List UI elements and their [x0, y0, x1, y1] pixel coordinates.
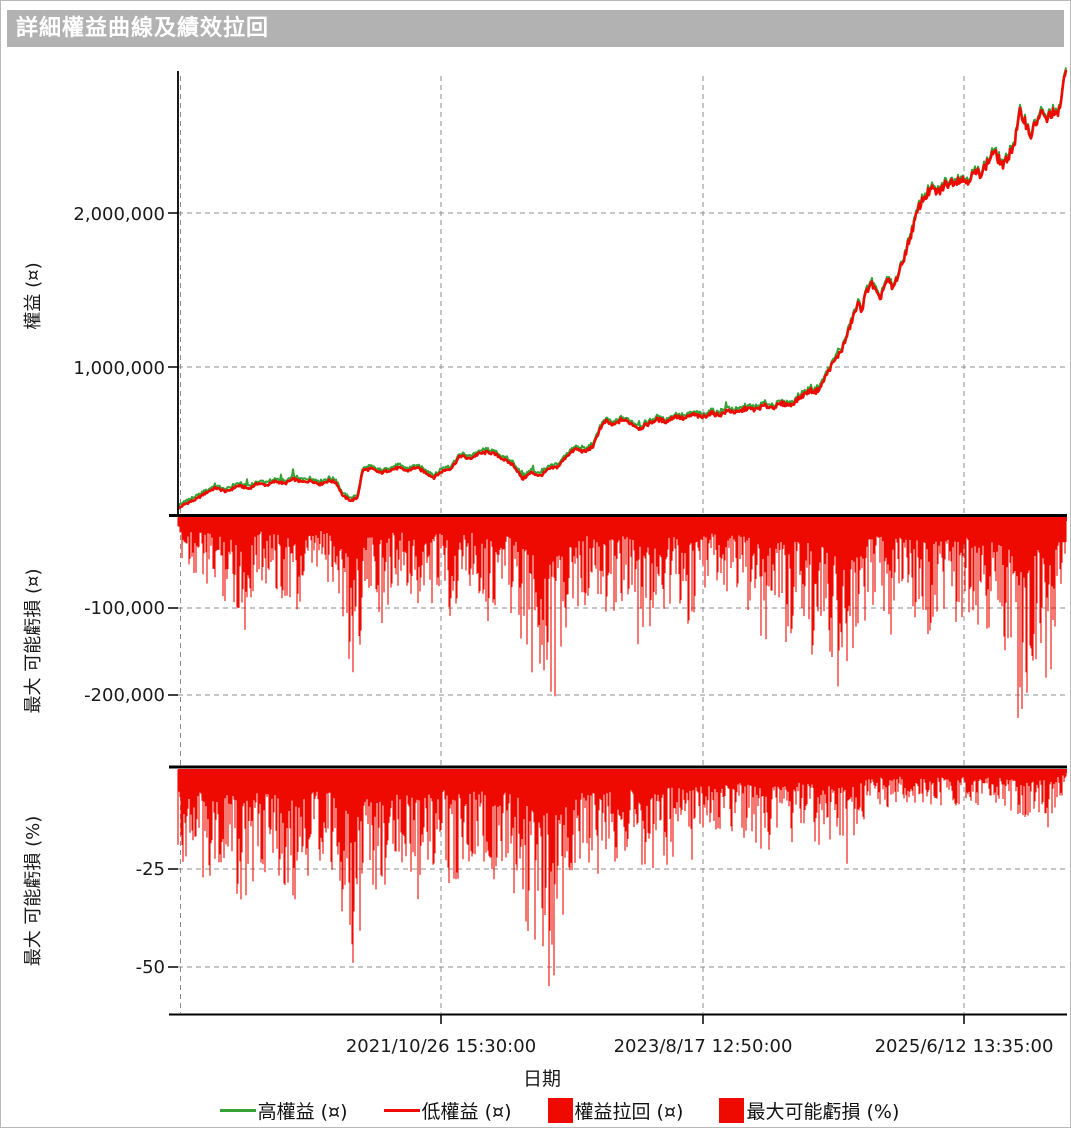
grid-lines [178, 76, 1067, 1013]
ddc-ytick-200k: -200,000 [84, 685, 165, 706]
legend-item-high-equity: 高權益 (¤) [219, 1097, 348, 1124]
legend-item-max-loss-percent: 最大可能虧損 (%) [719, 1097, 899, 1124]
high-equity-line-swatch [219, 1108, 256, 1112]
ddp-ytick-50: -50 [136, 957, 165, 978]
legend-item-low-equity: 低權益 (¤) [383, 1097, 512, 1124]
high-equity-line [177, 67, 1067, 509]
y-axis-titles: 權益 (¤) 最大 可能虧損 (¤) 最大 可能虧損 (%) [23, 262, 44, 966]
equity-curve-panel [176, 67, 1068, 510]
equity-drawdown-box-swatch [547, 1097, 573, 1123]
xtick-2023: 2023/8/17 12:50:00 [614, 1036, 793, 1057]
legend-label-max-loss-percent: 最大可能虧損 (%) [746, 1100, 900, 1123]
y-axis-tick-labels: 2,000,000 1,000,000 -100,000 -200,000 -2… [73, 204, 165, 978]
report-title-bar: 詳細權益曲線及績效拉回 [7, 10, 1064, 47]
drawdown-percent-axis-title: 最大 可能虧損 (%) [23, 816, 44, 967]
legend-label-equity-drawdown: 權益拉回 (¤) [574, 1100, 684, 1123]
x-axis-tick-labels: 2021/10/26 15:30:00 2023/8/17 12:50:00 2… [346, 1036, 1054, 1057]
equity-axis-title: 權益 (¤) [23, 262, 44, 329]
legend-item-equity-drawdown: 權益拉回 (¤) [547, 1097, 684, 1124]
xtick-2025: 2025/6/12 13:35:00 [875, 1036, 1054, 1057]
low-equity-line-swatch [383, 1108, 420, 1112]
drawdown-percent-panel [177, 769, 1067, 987]
drawdown-currency-axis-title: 最大 可能虧損 (¤) [23, 569, 44, 714]
legend-label-high-equity: 高權益 (¤) [257, 1100, 348, 1123]
xtick-2021: 2021/10/26 15:30:00 [346, 1036, 536, 1057]
legend-label-low-equity: 低權益 (¤) [421, 1100, 512, 1123]
equity-ytick-2m: 2,000,000 [73, 204, 165, 225]
axes [168, 71, 1067, 1024]
ddc-ytick-100k: -100,000 [84, 598, 165, 619]
chart-legend: 高權益 (¤) 低權益 (¤) 權益拉回 (¤) 最大可能虧損 (%) [1, 1095, 1070, 1125]
max-loss-percent-box-swatch [719, 1097, 745, 1123]
x-axis-title: 日期 [523, 1068, 561, 1090]
ddp-ytick-25: -25 [136, 859, 165, 880]
drawdown-percent-area [177, 769, 1067, 987]
report-title: 詳細權益曲線及績效拉回 [16, 16, 270, 41]
drawdown-currency-panel [177, 517, 1067, 718]
drawdown-currency-area [177, 517, 1067, 718]
equity-ytick-1m: 1,000,000 [73, 358, 165, 379]
low-equity-line [176, 69, 1068, 510]
